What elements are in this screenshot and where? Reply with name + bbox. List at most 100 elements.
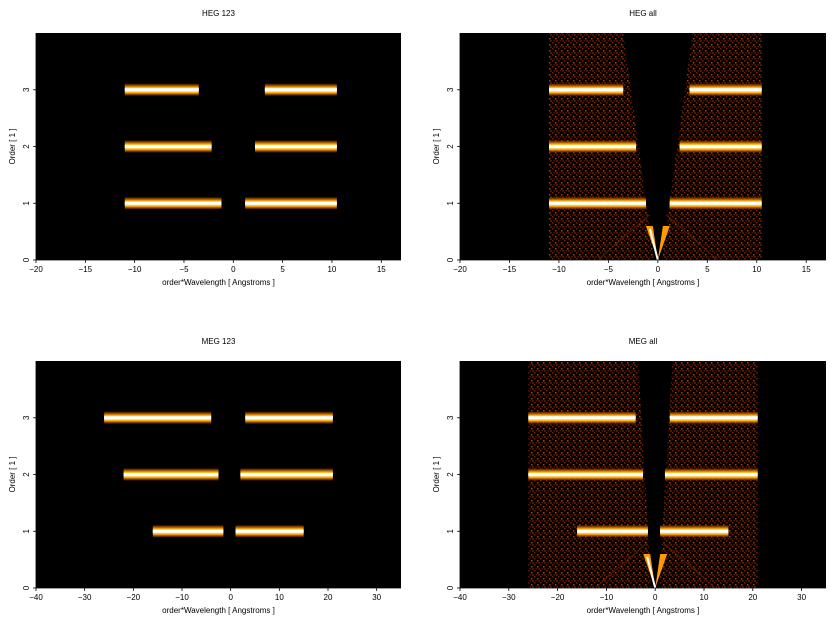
x-tick-label: −20 bbox=[127, 593, 141, 602]
x-tick-label: 30 bbox=[372, 593, 381, 602]
order-1-core bbox=[235, 529, 304, 533]
x-tick-label: 0 bbox=[653, 593, 658, 602]
zeroth-order-right bbox=[657, 225, 670, 260]
x-tick-label: 0 bbox=[231, 265, 236, 274]
y-tick-label: 2 bbox=[22, 144, 31, 149]
x-tick-label: 15 bbox=[377, 265, 386, 274]
order-1-core bbox=[124, 201, 222, 205]
order-2-core bbox=[123, 473, 219, 476]
x-tick-label: −20 bbox=[551, 593, 565, 602]
y-tick-label: 0 bbox=[22, 257, 31, 262]
chart-title: MEG all bbox=[629, 337, 658, 346]
order-3-core bbox=[124, 88, 199, 92]
order-2-core bbox=[664, 473, 758, 476]
y-tick-label: 3 bbox=[22, 87, 31, 92]
x-tick-label: −15 bbox=[79, 265, 93, 274]
order-1-core bbox=[660, 529, 729, 533]
chart-panel-1: −20 −15 −10 −5 0 5 10 15 0 1 2 3 HEG 123 order*Wavele… bbox=[8, 9, 401, 287]
y-tick-label: 0 bbox=[446, 257, 455, 262]
y-tick-label: 2 bbox=[22, 472, 31, 477]
x-tick-label: −10 bbox=[600, 593, 614, 602]
x-tick-label: 10 bbox=[700, 593, 709, 602]
y-axis-label: Order [ 1 ] bbox=[432, 128, 441, 164]
order-3-core bbox=[528, 416, 636, 420]
x-tick-label: −10 bbox=[128, 265, 142, 274]
zeroth-order-core bbox=[648, 228, 659, 261]
x-axis-label: order*Wavelength [ Angstroms ] bbox=[587, 278, 700, 287]
order-1-core bbox=[152, 529, 224, 533]
dispersion-gap bbox=[623, 33, 693, 260]
chart-title: HEG 123 bbox=[202, 9, 235, 18]
x-tick-label: 10 bbox=[752, 265, 761, 274]
order-3-core bbox=[669, 416, 758, 420]
diagonal-streak bbox=[662, 542, 716, 589]
order-2-core bbox=[679, 145, 762, 148]
order-2-core bbox=[528, 473, 643, 476]
x-tick-label: 10 bbox=[327, 265, 336, 274]
y-tick-label: 0 bbox=[22, 585, 31, 590]
y-tick-label: 1 bbox=[22, 528, 31, 533]
x-tick-label: 20 bbox=[748, 593, 757, 602]
order-2-core bbox=[255, 145, 337, 148]
y-axis-label: Order [ 1 ] bbox=[8, 456, 17, 492]
zeroth-order-core bbox=[646, 556, 657, 589]
x-axis-label: order*Wavelength [ Angstroms ] bbox=[587, 606, 700, 615]
order-3-core bbox=[264, 88, 337, 92]
order-1-core bbox=[549, 201, 646, 205]
order-3-core bbox=[689, 88, 762, 92]
dispersion-gap bbox=[638, 361, 673, 588]
order-1-core bbox=[245, 201, 337, 205]
x-tick-label: 0 bbox=[656, 265, 661, 274]
x-tick-label: −30 bbox=[502, 593, 516, 602]
x-tick-label: −5 bbox=[604, 265, 614, 274]
x-tick-label: −15 bbox=[503, 265, 517, 274]
diagonal-streak bbox=[665, 214, 719, 261]
y-tick-label: 1 bbox=[446, 200, 455, 205]
x-tick-label: −10 bbox=[175, 593, 189, 602]
y-tick-label: 3 bbox=[446, 87, 455, 92]
y-tick-label: 3 bbox=[22, 415, 31, 420]
order-2-core bbox=[549, 145, 637, 148]
y-tick-label: 2 bbox=[446, 144, 455, 149]
x-tick-label: −5 bbox=[179, 265, 189, 274]
chart-panel-2: −20 −15 −10 −5 0 5 10 15 0 1 2 3 HEG all order*Wavele… bbox=[432, 9, 826, 287]
order-2-core bbox=[240, 473, 333, 476]
order-2-core bbox=[124, 145, 212, 148]
x-tick-label: 30 bbox=[797, 593, 806, 602]
x-tick-label: −40 bbox=[29, 593, 43, 602]
x-tick-label: 20 bbox=[324, 593, 333, 602]
y-tick-label: 1 bbox=[446, 528, 455, 533]
zeroth-order-right bbox=[655, 553, 668, 588]
diagonal-streak bbox=[594, 542, 648, 589]
x-axis-label: order*Wavelength [ Angstroms ] bbox=[162, 606, 275, 615]
x-tick-label: −20 bbox=[453, 265, 467, 274]
x-tick-label: −10 bbox=[552, 265, 566, 274]
y-tick-label: 2 bbox=[446, 472, 455, 477]
diagonal-streak bbox=[597, 214, 651, 261]
x-tick-label: 15 bbox=[802, 265, 811, 274]
x-tick-label: 5 bbox=[280, 265, 285, 274]
order-1-core bbox=[577, 529, 648, 533]
order-1-core bbox=[669, 201, 762, 205]
y-tick-label: 1 bbox=[22, 200, 31, 205]
x-axis-label: order*Wavelength [ Angstroms ] bbox=[162, 278, 275, 287]
y-axis-label: Order [ 1 ] bbox=[432, 456, 441, 492]
x-tick-label: 5 bbox=[705, 265, 710, 274]
y-tick-label: 0 bbox=[446, 585, 455, 590]
y-tick-label: 3 bbox=[446, 415, 455, 420]
zeroth-order-left bbox=[645, 225, 658, 260]
order-3-core bbox=[104, 416, 212, 420]
chart-title: HEG all bbox=[629, 9, 657, 18]
x-tick-label: 10 bbox=[275, 593, 284, 602]
x-tick-label: −40 bbox=[453, 593, 467, 602]
chart-panel-3: −40 −30 −20 −10 0 10 20 30 0 1 2 3 MEG 123 order*Wave… bbox=[8, 337, 401, 615]
chart-title: MEG 123 bbox=[202, 337, 236, 346]
y-axis-label: Order [ 1 ] bbox=[8, 128, 17, 164]
order-3-core bbox=[245, 416, 333, 420]
plot-area bbox=[36, 33, 401, 260]
x-tick-label: −20 bbox=[29, 265, 43, 274]
x-tick-label: −30 bbox=[78, 593, 92, 602]
chart-panel-4: −40 −30 −20 −10 0 10 20 30 0 1 2 3 MEG all order*Wave… bbox=[432, 337, 826, 615]
order-3-core bbox=[549, 88, 624, 92]
